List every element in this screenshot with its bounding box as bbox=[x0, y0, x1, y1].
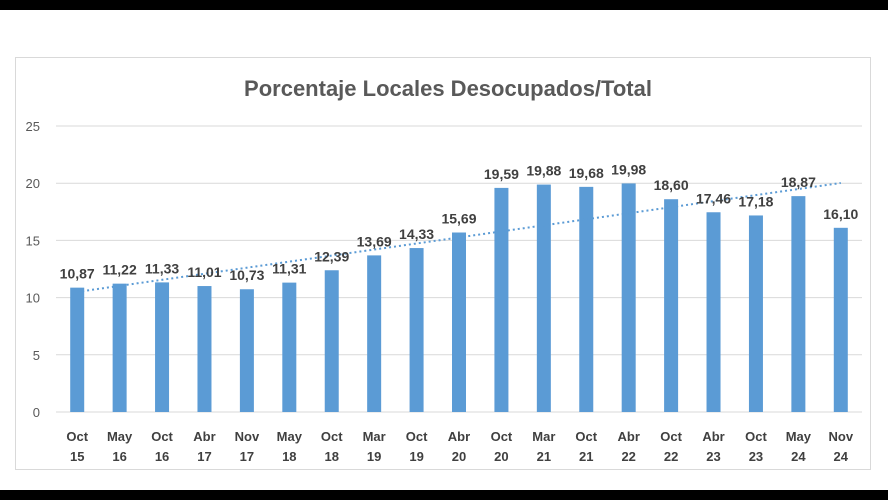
x-tick-label: Oct bbox=[491, 429, 513, 444]
data-label: 15,69 bbox=[441, 211, 476, 227]
x-tick-label: Nov bbox=[235, 429, 260, 444]
bottom-black-band bbox=[0, 490, 888, 500]
x-tick-label: Oct bbox=[660, 429, 682, 444]
bar bbox=[452, 232, 466, 412]
x-tick-label: 20 bbox=[452, 449, 466, 464]
x-tick-label: Oct bbox=[66, 429, 88, 444]
bar bbox=[791, 196, 806, 412]
y-tick-label: 5 bbox=[33, 348, 40, 363]
data-label: 11,31 bbox=[272, 261, 306, 277]
y-tick-label: 15 bbox=[26, 233, 40, 248]
bar bbox=[282, 282, 297, 412]
trend-line bbox=[77, 182, 841, 293]
y-tick-label: 10 bbox=[26, 291, 40, 306]
data-label: 11,01 bbox=[187, 264, 221, 280]
y-tick-label: 20 bbox=[26, 176, 40, 191]
x-tick-label: May bbox=[277, 429, 303, 444]
x-axis-ticks: Oct 15 May 16 Oct 16 Abr 17 Nov 17 May 18 Oct 18 Mar 19… bbox=[66, 429, 853, 464]
top-black-band bbox=[0, 0, 888, 10]
bar bbox=[239, 289, 254, 412]
x-tick-label: Abr bbox=[702, 429, 724, 444]
data-label: 13,69 bbox=[357, 233, 392, 249]
data-label: 17,46 bbox=[696, 190, 731, 206]
x-tick-label: Oct bbox=[151, 429, 173, 444]
data-label: 19,98 bbox=[611, 161, 646, 177]
x-tick-label: 19 bbox=[409, 449, 423, 464]
x-tick-label: 17 bbox=[197, 449, 211, 464]
x-tick-label: 18 bbox=[325, 449, 339, 464]
x-tick-label: Abr bbox=[193, 429, 215, 444]
y-tick-label: 25 bbox=[26, 119, 40, 134]
data-label: 19,59 bbox=[484, 166, 519, 182]
x-tick-label: Abr bbox=[448, 429, 470, 444]
bar bbox=[324, 270, 339, 412]
y-axis-ticks: 0 5 10 15 20 25 bbox=[26, 119, 40, 420]
data-label: 19,68 bbox=[569, 165, 604, 181]
bar bbox=[664, 199, 679, 412]
data-labels: 10,87 11,22 11,33 11,01 10,73 11,31 12,39 13,69… bbox=[60, 161, 859, 283]
bar bbox=[833, 227, 848, 412]
x-tick-label: Oct bbox=[406, 429, 428, 444]
x-tick-label: 18 bbox=[282, 449, 296, 464]
data-label: 14,33 bbox=[399, 226, 434, 242]
x-tick-label: Mar bbox=[363, 429, 386, 444]
bar bbox=[112, 283, 127, 412]
y-tick-label: 0 bbox=[33, 405, 40, 420]
bars bbox=[70, 183, 848, 412]
x-tick-label: 15 bbox=[70, 449, 84, 464]
x-tick-label: 19 bbox=[367, 449, 381, 464]
x-tick-label: 17 bbox=[240, 449, 254, 464]
data-label: 11,33 bbox=[145, 260, 179, 276]
x-tick-label: Oct bbox=[321, 429, 343, 444]
chart-title: Porcentaje Locales Desocupados/Total bbox=[244, 76, 652, 101]
x-tick-label: 16 bbox=[112, 449, 126, 464]
bar bbox=[494, 187, 509, 412]
bar bbox=[536, 184, 551, 412]
x-tick-label: May bbox=[107, 429, 133, 444]
x-tick-label: 16 bbox=[155, 449, 169, 464]
bar bbox=[155, 282, 170, 412]
x-tick-label: 23 bbox=[706, 449, 720, 464]
x-tick-label: Nov bbox=[829, 429, 854, 444]
data-label: 12,39 bbox=[314, 248, 349, 264]
x-tick-label: Oct bbox=[745, 429, 767, 444]
bar bbox=[367, 255, 382, 412]
x-tick-label: Abr bbox=[617, 429, 639, 444]
data-label: 17,18 bbox=[738, 193, 773, 209]
x-tick-label: 23 bbox=[749, 449, 763, 464]
x-tick-label: Mar bbox=[532, 429, 555, 444]
x-tick-label: 21 bbox=[537, 449, 551, 464]
data-label: 11,22 bbox=[102, 262, 136, 278]
bar bbox=[409, 248, 424, 412]
bar bbox=[706, 212, 721, 412]
bar bbox=[579, 186, 594, 412]
x-tick-label: 20 bbox=[494, 449, 508, 464]
x-tick-label: 24 bbox=[791, 449, 806, 464]
x-tick-label: May bbox=[786, 429, 812, 444]
x-tick-label: 22 bbox=[621, 449, 635, 464]
bar bbox=[197, 286, 212, 412]
data-label: 10,87 bbox=[60, 266, 95, 282]
x-tick-label: 22 bbox=[664, 449, 678, 464]
bar bbox=[621, 183, 636, 412]
data-label: 16,10 bbox=[823, 206, 858, 222]
data-label: 18,60 bbox=[654, 177, 689, 193]
x-tick-label: 24 bbox=[834, 449, 849, 464]
data-label: 19,88 bbox=[526, 163, 561, 179]
bar bbox=[70, 287, 85, 412]
trend-line-path bbox=[77, 182, 841, 293]
data-label: 18,87 bbox=[781, 174, 816, 190]
x-tick-label: 21 bbox=[579, 449, 593, 464]
x-tick-label: Oct bbox=[575, 429, 597, 444]
bar bbox=[748, 215, 763, 412]
data-label: 10,73 bbox=[229, 267, 264, 283]
